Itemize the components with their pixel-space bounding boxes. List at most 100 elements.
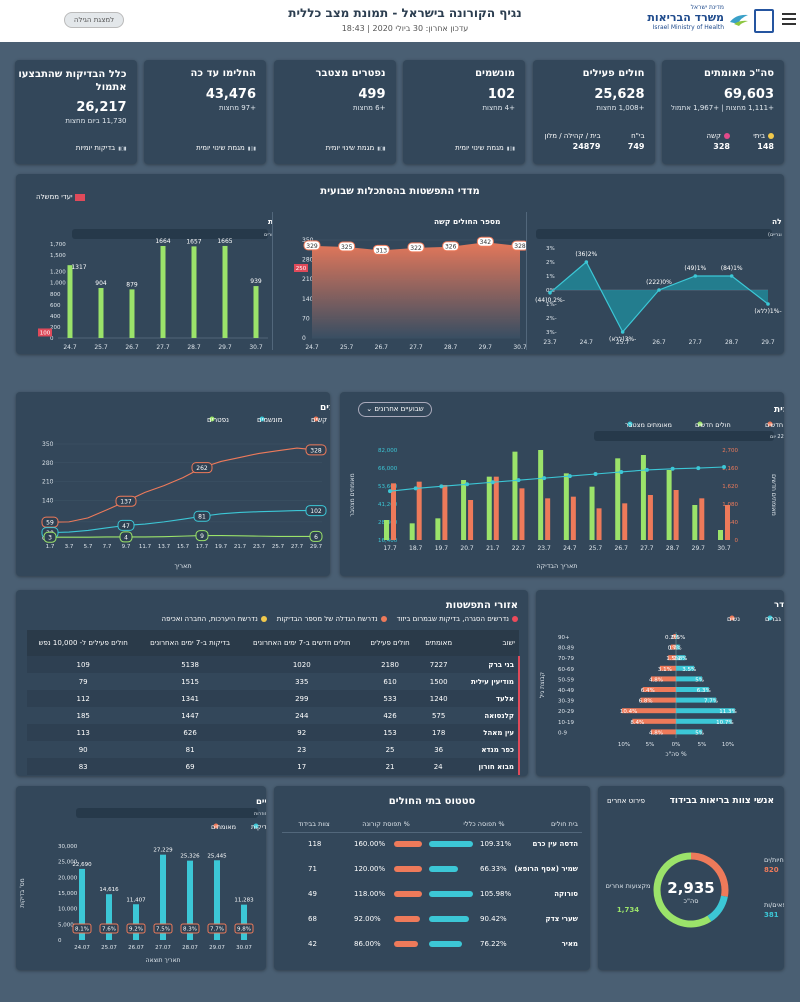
kpi-value: 69,603 — [723, 87, 774, 102]
y-tick-label: 800 — [50, 292, 61, 298]
data-label: 11,407 — [126, 897, 146, 903]
tests-chart: בדיקות לאיתור מאומתים ומאומתים חיוביים הת… — [19, 797, 266, 964]
y-left-tick-label: 0 — [735, 538, 739, 544]
table-row[interactable]: בני ברק 7227 2180 1020 5138 109 — [27, 656, 521, 673]
rate-box — [72, 923, 92, 934]
bar-chart-icon: ▮▯▮ — [247, 146, 256, 152]
x-tick-label: 25.7 — [616, 339, 630, 346]
data-label-women: 6.4% — [641, 688, 655, 694]
x-tick-label: 27.07 — [155, 945, 171, 951]
table-row[interactable]: מבוא חורון 24 21 17 69 83 — [27, 758, 521, 775]
data-label: 879 — [126, 281, 138, 288]
hamburger-menu-icon[interactable] — [782, 13, 796, 25]
table-row[interactable]: אלעד 1240 533 299 1341 112 — [27, 690, 521, 707]
x-tick-label: 21.7 — [486, 545, 500, 552]
bar-men — [676, 634, 678, 639]
kpi-trend-link[interactable]: ▮▯▮בדיקות יומיות — [76, 144, 127, 152]
corona-occupancy-bar — [394, 941, 419, 947]
kpi-trend-link[interactable]: ▮▯▮מגמת שינוי יומית — [326, 144, 386, 152]
last-updated: עדכון אחרון: 30 ביולי 2020 | 18:43 — [341, 24, 469, 33]
table-cell: 81 — [185, 745, 195, 754]
table-row[interactable]: קלנסואה 575 426 244 1447 185 — [27, 707, 521, 724]
page-title: נגיף הקורונה בישראל - תמונת מצב כללית — [288, 6, 522, 20]
data-label-men: 5% — [695, 730, 704, 736]
bar-new-patients — [692, 505, 698, 540]
x-tick-label: 28.7 — [444, 344, 458, 351]
bar-new-patients — [538, 450, 544, 540]
table-cell: 24 — [433, 762, 443, 771]
bar-chart-icon: ▮▯▮ — [118, 146, 127, 152]
y-tick-label: 80-89 — [558, 646, 574, 652]
bar-new-patients — [435, 518, 441, 540]
target-label: 250 — [296, 266, 307, 272]
y-tick-label: +90 — [558, 635, 570, 641]
point-label-box — [193, 510, 211, 522]
cumulative-point — [696, 466, 701, 471]
data-label: 2%(36) — [575, 251, 597, 258]
status-dot-icon — [768, 133, 774, 139]
kpi-title: סה"כ מאומתים — [704, 68, 774, 79]
table-row[interactable]: מודיעין עילית 1500 610 335 1515 79 — [27, 673, 521, 690]
table-cell: 7227 — [429, 660, 448, 669]
hospital-name: סורוקה — [554, 890, 578, 898]
rate-label: 9.2% — [129, 927, 143, 933]
bar-women — [668, 655, 676, 661]
column-header: בית חולים — [550, 820, 578, 828]
x-tick-label: 29.7 — [692, 545, 706, 552]
bar-new-patients — [461, 480, 467, 540]
table-row[interactable]: עין מאהל 178 153 92 626 113 — [27, 724, 521, 741]
kpi-title: החלימו עד כה — [190, 68, 256, 79]
data-label: 329 — [306, 243, 318, 250]
y-left-tick-label: 1,620 — [722, 484, 738, 490]
bar-men — [676, 644, 680, 650]
x-tick-label: 29.7 — [218, 344, 232, 351]
legend-dot-icon — [512, 616, 518, 622]
point-label-box — [305, 444, 327, 456]
data-label: -3%(ללא) — [609, 336, 636, 343]
bar-new-patients — [486, 476, 492, 540]
ministry-bird-icon — [730, 14, 748, 26]
bar-chart-icon: ▮▯▮ — [377, 146, 386, 152]
kpi-sub-item: קשה 328 — [707, 132, 730, 151]
y-right-tick-label: 82,000 — [378, 448, 398, 454]
point-label: 102 — [310, 508, 322, 515]
x-tick-label: 29.7 — [761, 339, 775, 346]
legend-label: נדרשת היערכות, החברה ואכיפה — [161, 615, 258, 623]
staff-details-link[interactable]: פירוט אחרים — [607, 797, 645, 805]
table-row[interactable]: כפר מנדא 36 25 23 81 90 — [27, 741, 521, 758]
segment-label: אחיות/ים — [764, 856, 784, 864]
bar — [160, 245, 166, 338]
data-label-men: 11.3% — [719, 709, 736, 715]
legend-dot — [259, 416, 265, 422]
severe-patients-chart: מספר החולים קשה07014021028035025032924.7… — [294, 217, 526, 351]
y-right-tick-label: 16,400 — [378, 538, 398, 544]
corona-occupancy-bar — [394, 916, 420, 922]
period-toggle[interactable]: שבועיים אחרונים ⌄ — [358, 402, 432, 417]
table-cell: 17 — [297, 762, 307, 771]
bar-new-confirmed — [519, 488, 525, 540]
table-cell: 1341 — [181, 694, 200, 703]
epi-curve-chart: עקומה אפידמית מאומתים חדשים חולים חדשים מאו… — [349, 405, 784, 570]
x-tick-label: 3.7 — [65, 544, 74, 550]
legend-dot-icon — [260, 616, 267, 622]
presentation-mode-button[interactable]: למצגת הגילה — [64, 12, 124, 28]
x-tick-label: 9.7 — [122, 544, 131, 550]
x-tick-label: 26.7 — [615, 545, 629, 552]
age-gender-chart: פיזור חולים גיל ומגדר גברים נשים 0.2%0.5% +9… — [539, 600, 784, 758]
kpi-trend-link[interactable]: ▮▯▮מגמת שינוי יומית — [196, 144, 256, 152]
point-label: 6 — [314, 534, 318, 541]
x-tick-label: 1.7 — [46, 544, 55, 550]
y-tick-label: 280 — [42, 460, 54, 467]
table-cell: 112 — [76, 694, 90, 703]
kpi-trend-link[interactable]: ▮▯▮מגמת שינוי יומית — [455, 144, 515, 152]
donut-segment — [707, 895, 728, 922]
point-label: 262 — [196, 465, 208, 472]
kpi-sub-value: 749 — [627, 142, 645, 151]
y-left-tick-label: 1,080 — [722, 502, 738, 508]
x-tick-label: 28.7 — [187, 344, 201, 351]
point-label: 3 — [48, 535, 52, 542]
bar — [67, 265, 73, 338]
y-tick-label: 0 — [58, 938, 62, 944]
bar — [98, 288, 104, 338]
y-tick-label: 5,000 — [58, 922, 74, 928]
